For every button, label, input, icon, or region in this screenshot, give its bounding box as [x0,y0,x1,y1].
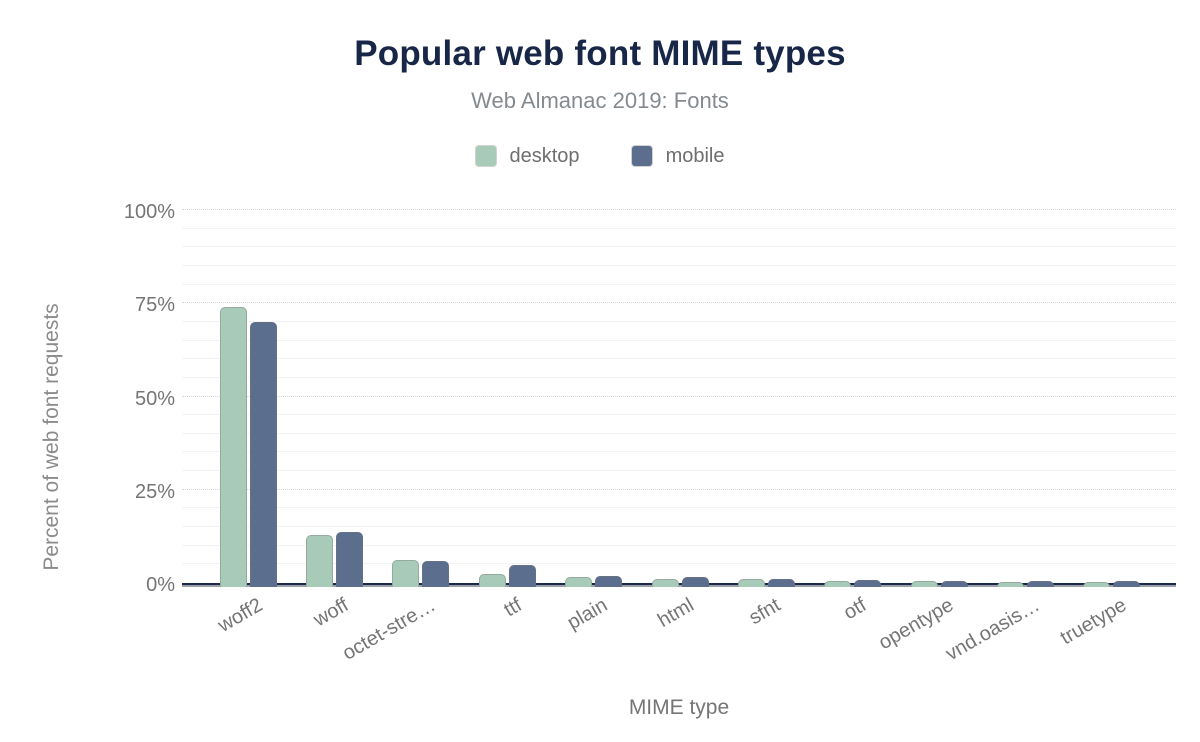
bar-mobile-opentype [940,580,968,587]
bar-mobile-woff [336,532,364,587]
minor-gridline [182,339,1176,341]
bar-desktop-ttf [478,574,506,587]
major-gridline [182,209,1176,210]
x-axis-title: MIME type [628,696,730,719]
minor-gridline [182,414,1176,416]
bar-mobile-woff2 [249,321,277,587]
bar-desktop-plain [565,576,593,587]
minor-gridline [182,358,1176,360]
bar-mobile-vnd-oasis- [1026,581,1054,587]
minor-gridline [182,432,1176,434]
bar-mobile-sfnt [767,578,795,587]
bar-mobile-truetype [1113,581,1141,587]
bar-desktop-html [651,578,679,587]
x-tick-label: vnd.oasis… [941,594,1044,666]
minor-gridline [182,376,1176,378]
bar-desktop-opentype [910,581,938,587]
chart-title: Popular web font MIME types [354,34,846,73]
minor-gridline [182,264,1176,266]
x-tick-label: ttf [499,594,526,622]
minor-gridline [182,470,1176,472]
bar-mobile-ttf [508,564,536,587]
x-tick-label: plain [564,594,612,635]
major-gridline [182,302,1176,304]
legend-item-mobile[interactable]: mobile [631,144,725,168]
bar-desktop-woff2 [219,306,247,587]
legend-swatch-mobile [631,146,652,166]
bar-desktop-woff [306,534,334,587]
x-tick-label: octet-stre… [338,594,439,665]
legend-swatch-desktop [475,146,496,166]
legend-label: mobile [665,144,725,167]
x-tick-label: woff2 [214,594,267,637]
minor-gridline [182,320,1176,322]
x-axis-line-primary [182,583,1176,585]
bar-desktop-vnd-oasis- [996,581,1024,587]
x-tick-label: woff [310,594,353,632]
y-tick-label: 0% [146,574,175,596]
y-tick-label: 25% [134,480,175,503]
legend-label: desktop [509,144,580,167]
minor-gridline [182,451,1176,453]
plot-area [182,209,1176,587]
y-tick-label: 50% [134,387,175,410]
legend: desktop mobile [0,143,1200,169]
chart-subtitle: Web Almanac 2019: Fonts [471,88,729,113]
y-axis-title: Percent of web font requests [40,303,63,571]
x-tick-label: truetype [1056,594,1130,650]
minor-gridline [182,563,1176,565]
x-axis-line [182,583,1176,587]
x-tick-label: otf [840,594,871,625]
bar-mobile-html [681,577,709,587]
x-axis-line-secondary [182,585,1176,587]
bar-desktop-octet-stre- [392,560,420,587]
minor-gridline [182,544,1176,546]
bar-desktop-truetype [1083,581,1111,587]
minor-gridline [182,283,1176,285]
bar-desktop-otf [824,580,852,587]
legend-item-desktop[interactable]: desktop [475,144,580,168]
y-tick-label: 100% [123,201,175,223]
bar-mobile-otf [854,580,882,587]
minor-gridline [182,507,1176,509]
minor-gridline [182,246,1176,248]
x-tick-label: sfnt [745,594,785,630]
x-tick-label: html [654,594,698,632]
minor-gridline [182,227,1176,229]
bar-mobile-octet-stre- [422,561,450,587]
bar-mobile-plain [595,575,623,587]
minor-gridline [182,526,1176,528]
bar-desktop-sfnt [737,579,765,587]
major-gridline [182,395,1176,397]
y-tick-label: 75% [134,294,175,317]
major-gridline [182,488,1176,490]
